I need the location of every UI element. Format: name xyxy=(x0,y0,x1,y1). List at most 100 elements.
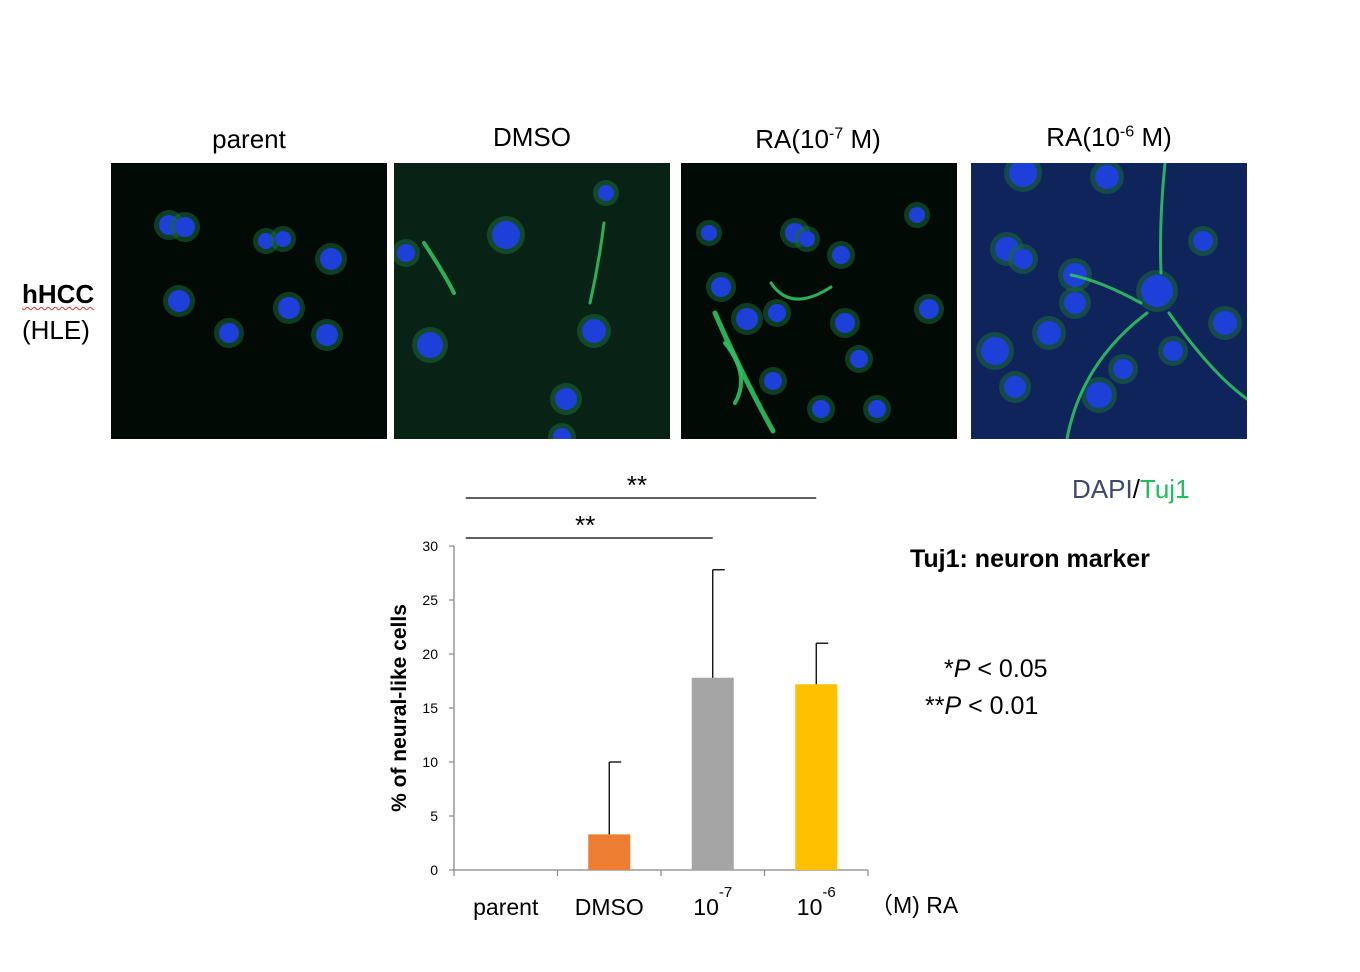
nucleus xyxy=(598,185,614,201)
nucleus xyxy=(812,400,830,418)
nucleus xyxy=(1086,382,1112,408)
panel-title-ra-6-prefix: RA(10 xyxy=(1046,122,1120,152)
nucleus xyxy=(275,231,291,247)
neurite xyxy=(1069,273,1143,305)
nucleus xyxy=(320,248,342,270)
y-tick-label: 25 xyxy=(422,592,438,608)
nucleus xyxy=(553,428,571,439)
nucleus xyxy=(799,231,815,247)
nucleus xyxy=(219,323,239,343)
x-axis-label: （M) RA xyxy=(870,892,959,918)
neurite xyxy=(723,341,743,405)
stain-separator: / xyxy=(1132,474,1140,504)
significance-line-2: **P < 0.01 xyxy=(925,687,1038,725)
x-tick-label: 10-7 xyxy=(693,884,732,920)
nucleus xyxy=(764,372,782,390)
nucleus xyxy=(1113,359,1133,379)
nucleus xyxy=(850,350,868,368)
row-label-sub: (HLE) xyxy=(22,315,90,345)
significance-stars: ** xyxy=(627,470,647,500)
bar-10-7 xyxy=(691,677,734,870)
background-cytoplasm xyxy=(394,163,670,439)
stain-tuj1: Tuj1 xyxy=(1139,474,1190,504)
nucleus xyxy=(919,299,939,319)
row-label-main: hHCC xyxy=(22,279,95,309)
sig-rest-2: < 0.01 xyxy=(961,692,1039,720)
nucleus xyxy=(1004,376,1026,398)
nucleus xyxy=(1141,275,1173,307)
micrograph-ra-6 xyxy=(971,163,1247,439)
y-tick-label: 20 xyxy=(422,646,438,662)
nucleus xyxy=(768,304,786,322)
y-tick-label: 15 xyxy=(422,700,438,716)
neurite xyxy=(1065,311,1149,439)
nucleus xyxy=(981,337,1009,365)
nucleus xyxy=(417,332,443,358)
nucleus xyxy=(168,290,190,312)
nucleus xyxy=(1163,341,1183,361)
micrograph-dmso xyxy=(394,163,670,439)
y-axis-label: % of neural-like cells xyxy=(388,604,411,812)
panel-title-ra-7-suffix: M) xyxy=(843,124,881,154)
nucleus xyxy=(397,244,415,262)
x-tick-label: 10-6 xyxy=(797,884,836,920)
nucleus xyxy=(175,217,195,237)
neurite xyxy=(1159,163,1167,275)
nucleus xyxy=(1013,249,1033,269)
sig-stars-2: ** xyxy=(925,692,945,720)
panel-title-parent: parent xyxy=(212,124,286,154)
neurite xyxy=(769,281,833,301)
panel-title-dmso: DMSO xyxy=(493,122,571,152)
nucleus xyxy=(909,207,925,223)
sig-p-2: P xyxy=(944,692,962,720)
bar-10-6 xyxy=(795,684,838,870)
y-tick-label: 5 xyxy=(430,808,438,824)
nucleus xyxy=(492,221,520,249)
nucleus xyxy=(555,388,577,410)
bar-DMSO xyxy=(588,834,631,870)
row-label: hHCC (HLE) xyxy=(22,276,94,348)
nucleus xyxy=(278,297,300,319)
sig-p-1: P xyxy=(953,655,971,683)
stain-legend: DAPI/Tuj1 xyxy=(1072,474,1190,505)
sig-rest-1: < 0.05 xyxy=(970,655,1048,683)
significance-line-1: *P < 0.05 xyxy=(944,650,1048,688)
panel-title-ra-7-prefix: RA(10 xyxy=(755,124,829,154)
panel-title-ra-6-exp: -6 xyxy=(1119,122,1135,141)
y-tick-label: 10 xyxy=(422,754,438,770)
nucleus xyxy=(1193,231,1213,251)
micrograph-ra-7 xyxy=(681,163,957,439)
nucleus xyxy=(711,277,731,297)
nucleus xyxy=(1213,311,1237,335)
neurite xyxy=(422,241,456,295)
micrograph-parent xyxy=(111,163,387,439)
nucleus xyxy=(1064,292,1086,314)
neurite xyxy=(712,310,776,434)
sig-stars-1: * xyxy=(944,655,954,683)
stain-dapi: DAPI xyxy=(1072,474,1133,504)
significance-stars: ** xyxy=(575,510,595,540)
nucleus xyxy=(316,324,338,346)
y-tick-label: 0 xyxy=(430,862,438,878)
neurite xyxy=(1167,311,1247,401)
nucleus xyxy=(832,246,850,264)
nucleus xyxy=(258,233,274,249)
y-tick-label: 30 xyxy=(422,538,438,554)
panel-title-ra-6: RA(10-6 M) xyxy=(971,122,1247,153)
nucleus xyxy=(701,225,717,241)
nucleus xyxy=(835,313,855,333)
marker-note: Tuj1: neuron marker xyxy=(910,545,1150,573)
x-tick-label: parent xyxy=(473,894,539,920)
neurite xyxy=(588,221,606,305)
panel-title-ra-7: RA(10-7 M) xyxy=(680,124,956,155)
panel-title-ra-6-suffix: M) xyxy=(1134,122,1172,152)
nucleus xyxy=(868,400,886,418)
panel-title-ra-7-exp: -7 xyxy=(828,124,844,143)
nucleus xyxy=(1037,321,1061,345)
nucleus xyxy=(582,319,606,343)
nucleus xyxy=(736,308,758,330)
nucleus xyxy=(1009,163,1037,187)
nucleus xyxy=(1095,165,1119,189)
x-tick-label: DMSO xyxy=(575,894,644,920)
